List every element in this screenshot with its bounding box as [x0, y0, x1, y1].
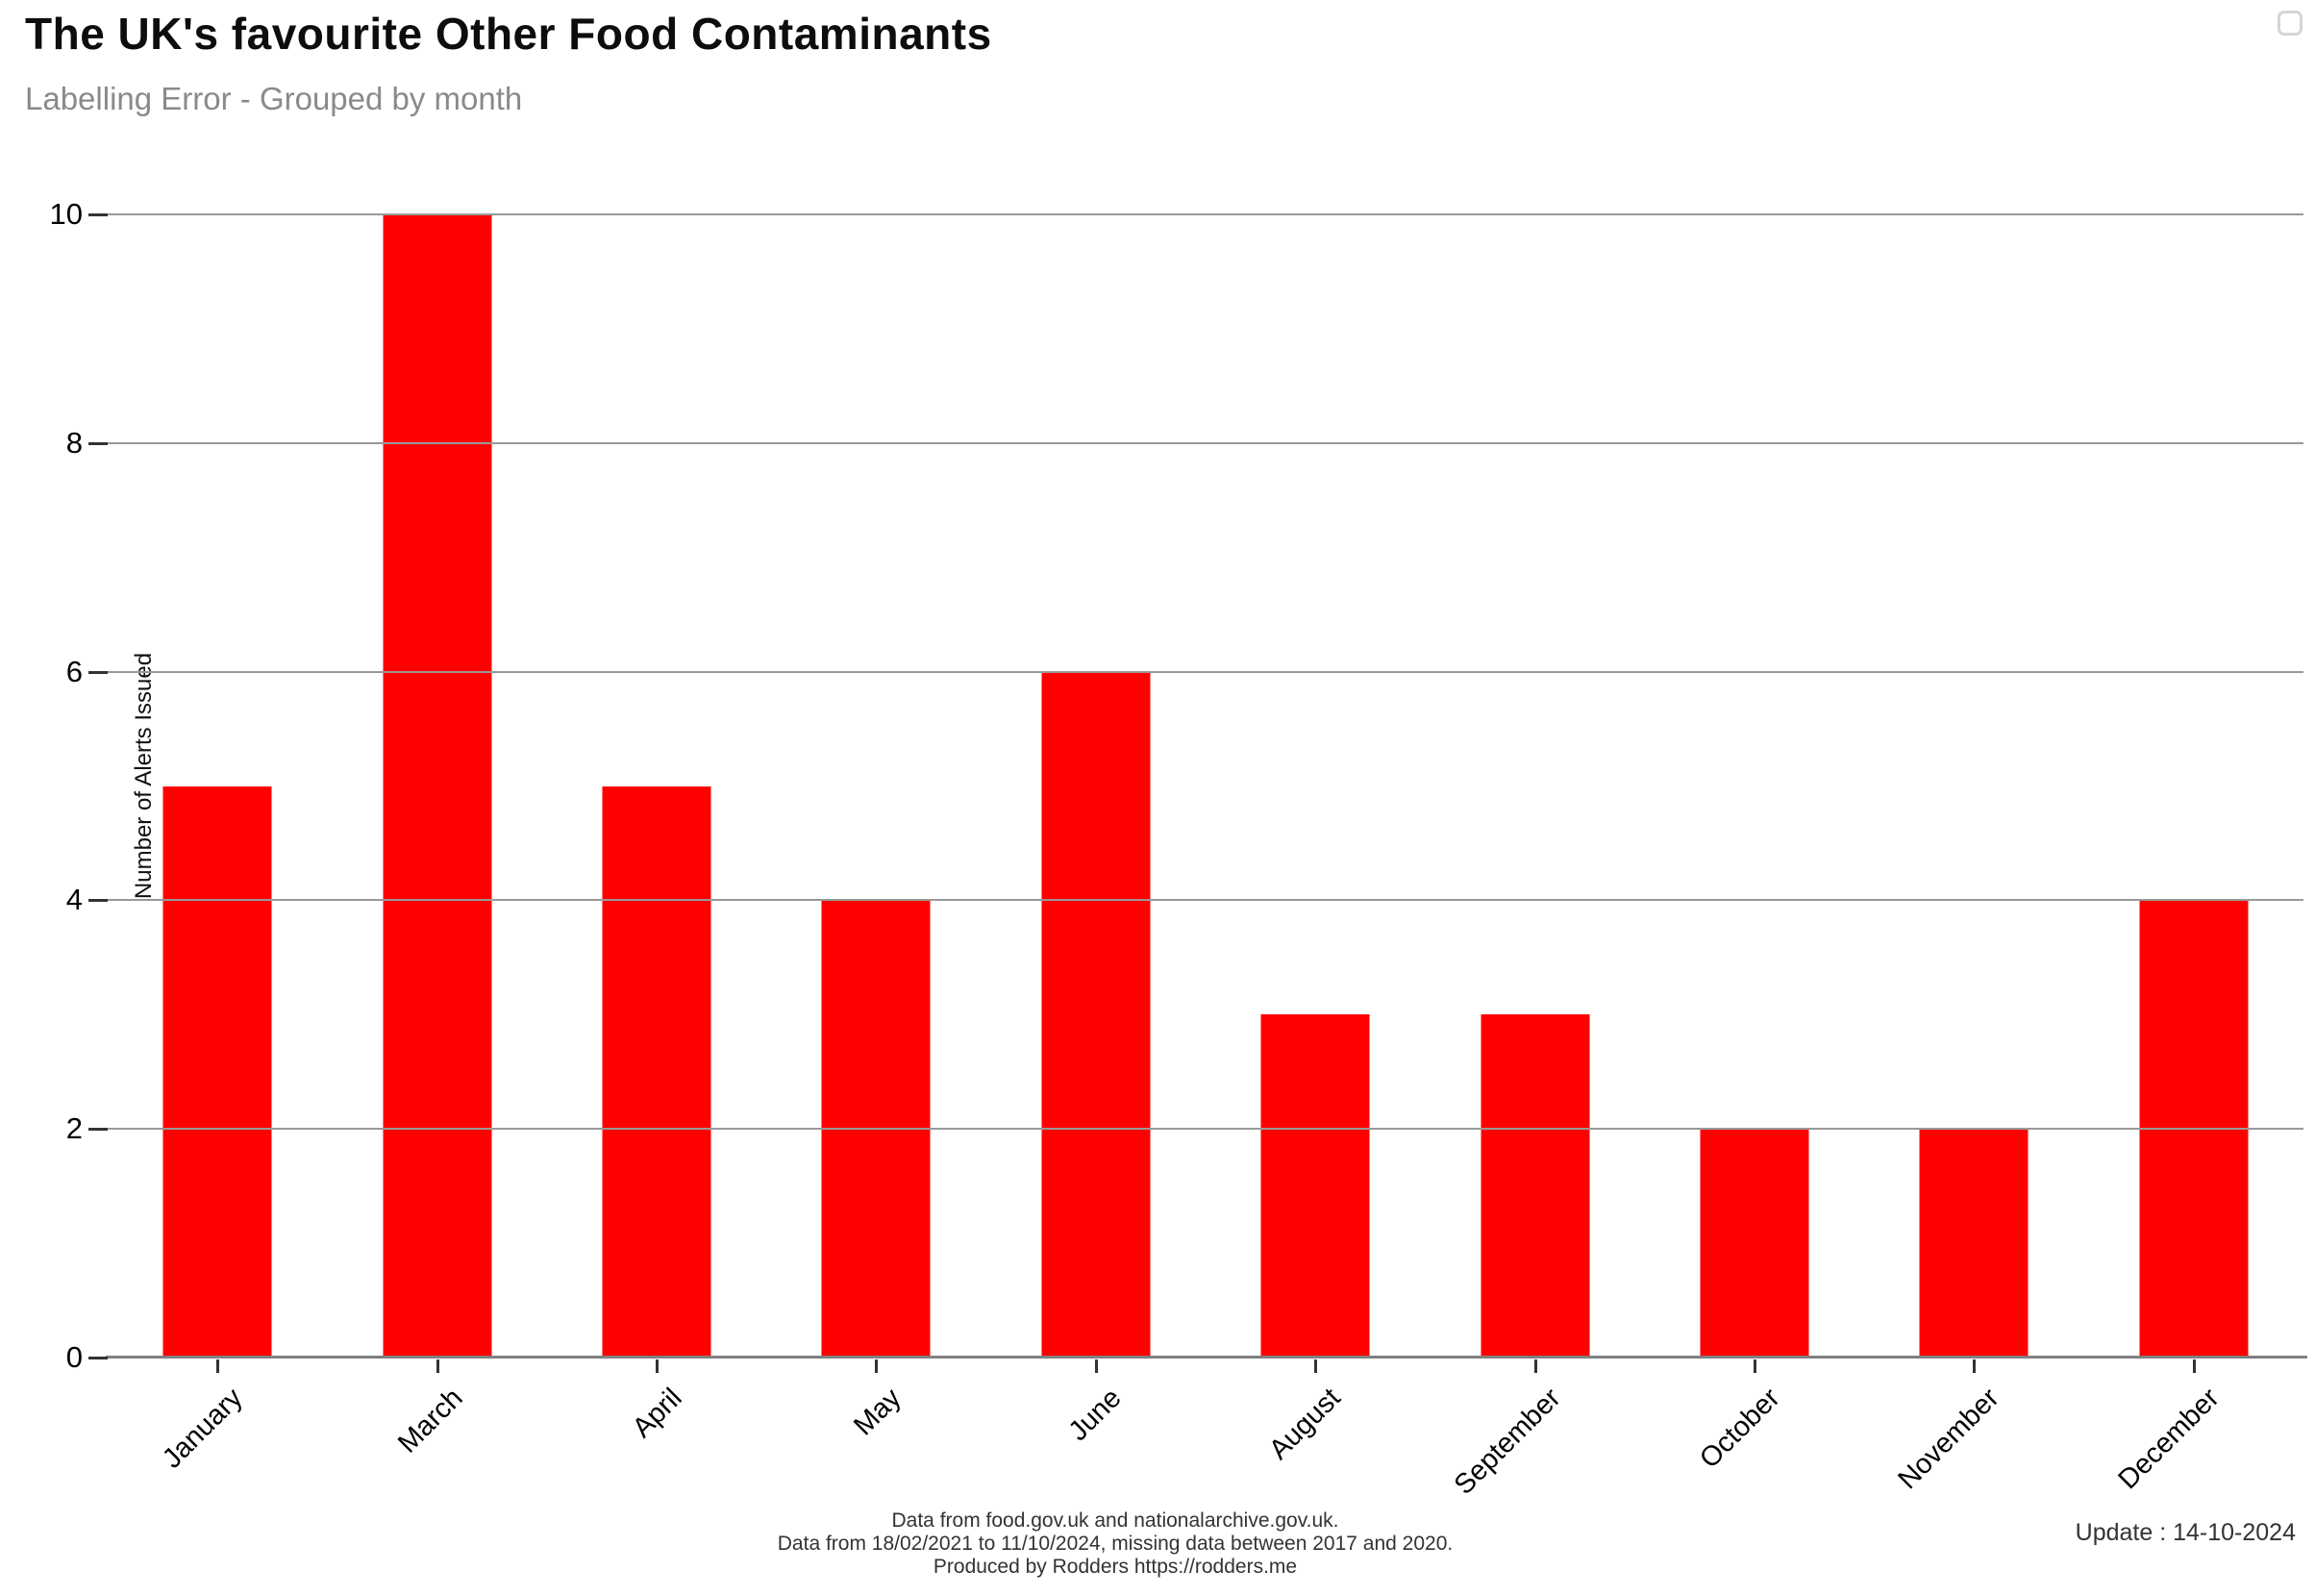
- x-tick-label-august: August: [1263, 1383, 1347, 1466]
- x-tick-label-september: September: [1448, 1383, 1567, 1501]
- y-tick-0: [88, 1357, 108, 1359]
- x-tick-label-april: April: [626, 1383, 688, 1444]
- x-tick-january: [216, 1359, 220, 1373]
- y-tick-label-8: 8: [65, 425, 83, 460]
- update-date: Update : 14-10-2024: [2075, 1519, 2296, 1546]
- x-tick-label-march: March: [391, 1383, 469, 1459]
- y-gridline-8: [108, 441, 2303, 444]
- y-tick-label-2: 2: [65, 1111, 83, 1146]
- chart-title: The UK's favourite Other Food Contaminan…: [25, 9, 992, 59]
- x-tick-june: [1094, 1359, 1098, 1373]
- caption-line-1: Data from food.gov.uk and nationalarchiv…: [891, 1509, 1339, 1532]
- slot-october: October: [1645, 214, 1864, 1475]
- x-tick-november: [1973, 1359, 1977, 1373]
- source-caption: Data from food.gov.uk and nationalarchiv…: [778, 1509, 1453, 1579]
- x-tick-december: [2192, 1359, 2196, 1373]
- x-tick-august: [1314, 1359, 1318, 1373]
- x-tick-october: [1754, 1359, 1757, 1373]
- chart-subtitle: Labelling Error - Grouped by month: [25, 81, 523, 116]
- x-tick-label-june: June: [1062, 1383, 1128, 1448]
- y-tick-label-4: 4: [65, 883, 83, 917]
- slot-april: April: [547, 214, 766, 1444]
- bars-container: January March April May June August September O…: [108, 214, 2303, 1501]
- x-axis-line: [106, 1356, 2307, 1359]
- bar-june: [1041, 671, 1151, 1358]
- slot-september: September: [1425, 214, 1644, 1501]
- y-tick-2: [88, 1128, 108, 1132]
- bar-september: [1481, 1014, 1590, 1358]
- legend-checkbox[interactable]: [2278, 11, 2303, 36]
- y-gridline-2: [108, 1128, 2303, 1131]
- y-gridline-4: [108, 899, 2303, 902]
- bar-january: [162, 786, 272, 1358]
- bar-august: [1260, 1014, 1370, 1358]
- caption-line-2: Data from 18/02/2021 to 11/10/2024, miss…: [777, 1533, 1454, 1555]
- x-tick-label-december: December: [2112, 1383, 2226, 1496]
- slot-june: June: [986, 214, 1206, 1447]
- plot-area: 0 2 4 6 8 10 January March April May June August Se…: [50, 197, 2307, 1501]
- bar-march: [383, 214, 492, 1358]
- x-tick-label-january: January: [157, 1383, 249, 1475]
- y-tick-label-6: 6: [65, 654, 83, 688]
- x-tick-april: [656, 1359, 660, 1373]
- slot-august: August: [1206, 214, 1425, 1465]
- x-tick-may: [875, 1359, 879, 1373]
- slot-march: March: [327, 214, 546, 1459]
- x-tick-label-november: November: [1892, 1383, 2006, 1496]
- y-gridline-6: [108, 670, 2303, 673]
- y-tick-10: [88, 213, 108, 216]
- y-tick-6: [88, 670, 108, 674]
- x-tick-march: [436, 1359, 439, 1373]
- slot-december: December: [2084, 214, 2303, 1495]
- slot-january: January: [108, 214, 327, 1475]
- y-gridline-10: [108, 213, 2303, 215]
- y-tick-8: [88, 441, 108, 445]
- bar-april: [602, 786, 711, 1358]
- caption-line-3: Produced by Rodders https://rodders.me: [933, 1556, 1298, 1578]
- slot-november: November: [1864, 214, 2083, 1495]
- bar-october: [1700, 1129, 1809, 1358]
- bar-november: [1919, 1129, 2029, 1358]
- x-tick-september: [1533, 1359, 1537, 1373]
- slot-may: May: [766, 214, 985, 1441]
- y-tick-label-10: 10: [49, 197, 83, 231]
- x-tick-label-october: October: [1694, 1383, 1786, 1475]
- y-tick-4: [88, 899, 108, 903]
- y-tick-label-0: 0: [65, 1340, 83, 1374]
- x-tick-label-may: May: [848, 1383, 909, 1442]
